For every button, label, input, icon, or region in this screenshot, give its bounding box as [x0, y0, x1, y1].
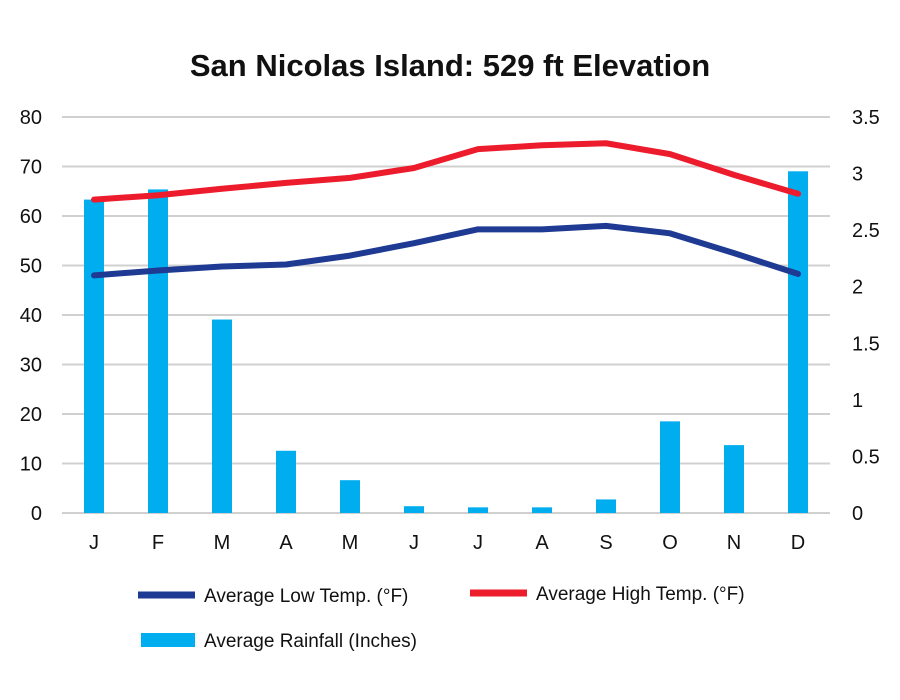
y-left-tick-label: 20 — [20, 404, 42, 426]
y-left-tick-label: 0 — [31, 503, 42, 525]
rainfall-bar — [596, 499, 616, 513]
legend-label: Average High Temp. (°F) — [536, 584, 745, 605]
x-tick-label: J — [89, 532, 99, 554]
high-temp-line — [91, 140, 801, 203]
rainfall-bar — [212, 319, 232, 513]
legend-rainfall-swatch — [141, 633, 195, 647]
y-left-tick-label: 30 — [20, 355, 42, 377]
rainfall-bar — [404, 506, 424, 513]
rainfall-bar — [468, 507, 488, 513]
x-tick-label: M — [342, 532, 359, 554]
legend-label: Average Rainfall (Inches) — [204, 631, 417, 652]
rainfall-bar — [660, 421, 680, 513]
y-right-tick-label: 3 — [852, 164, 863, 186]
x-tick-label: J — [473, 532, 483, 554]
y-left-tick-label: 80 — [20, 107, 42, 129]
x-tick-label: A — [535, 532, 549, 554]
y-right-tick-label: 0 — [852, 503, 863, 525]
rainfall-bar — [148, 189, 168, 513]
rainfall-bar — [276, 450, 296, 513]
y-left-tick-label: 50 — [20, 256, 42, 278]
y-right-tick-label: 3.5 — [852, 107, 880, 129]
y-right-tick-label: 2.5 — [852, 220, 880, 242]
x-tick-label: O — [662, 532, 678, 554]
x-tick-label: F — [152, 532, 164, 554]
y-left-tick-label: 70 — [20, 157, 42, 179]
rainfall-bar — [532, 507, 552, 513]
y-right-tick-label: 1.5 — [852, 333, 880, 355]
chart-title: San Nicolas Island: 529 ft Elevation — [189, 48, 711, 83]
low-temp-line — [91, 222, 801, 279]
rainfall-bar — [84, 199, 104, 513]
y-left-tick-label: 60 — [20, 206, 42, 228]
rainfall-bar — [724, 445, 744, 513]
x-tick-label: S — [599, 532, 612, 554]
x-tick-label: J — [409, 532, 419, 554]
y-right-tick-label: 0.5 — [852, 446, 880, 468]
x-tick-label: D — [791, 532, 805, 554]
rainfall-bar — [788, 171, 808, 513]
x-tick-label: M — [214, 532, 231, 554]
rainfall-bar — [340, 480, 360, 513]
y-left-tick-label: 10 — [20, 454, 42, 476]
y-right-tick-label: 2 — [852, 277, 863, 299]
y-left-tick-label: 40 — [20, 305, 42, 327]
y-right-tick-label: 1 — [852, 390, 863, 412]
legend-label: Average Low Temp. (°F) — [204, 586, 408, 607]
x-tick-label: N — [727, 532, 741, 554]
x-tick-label: A — [279, 532, 293, 554]
